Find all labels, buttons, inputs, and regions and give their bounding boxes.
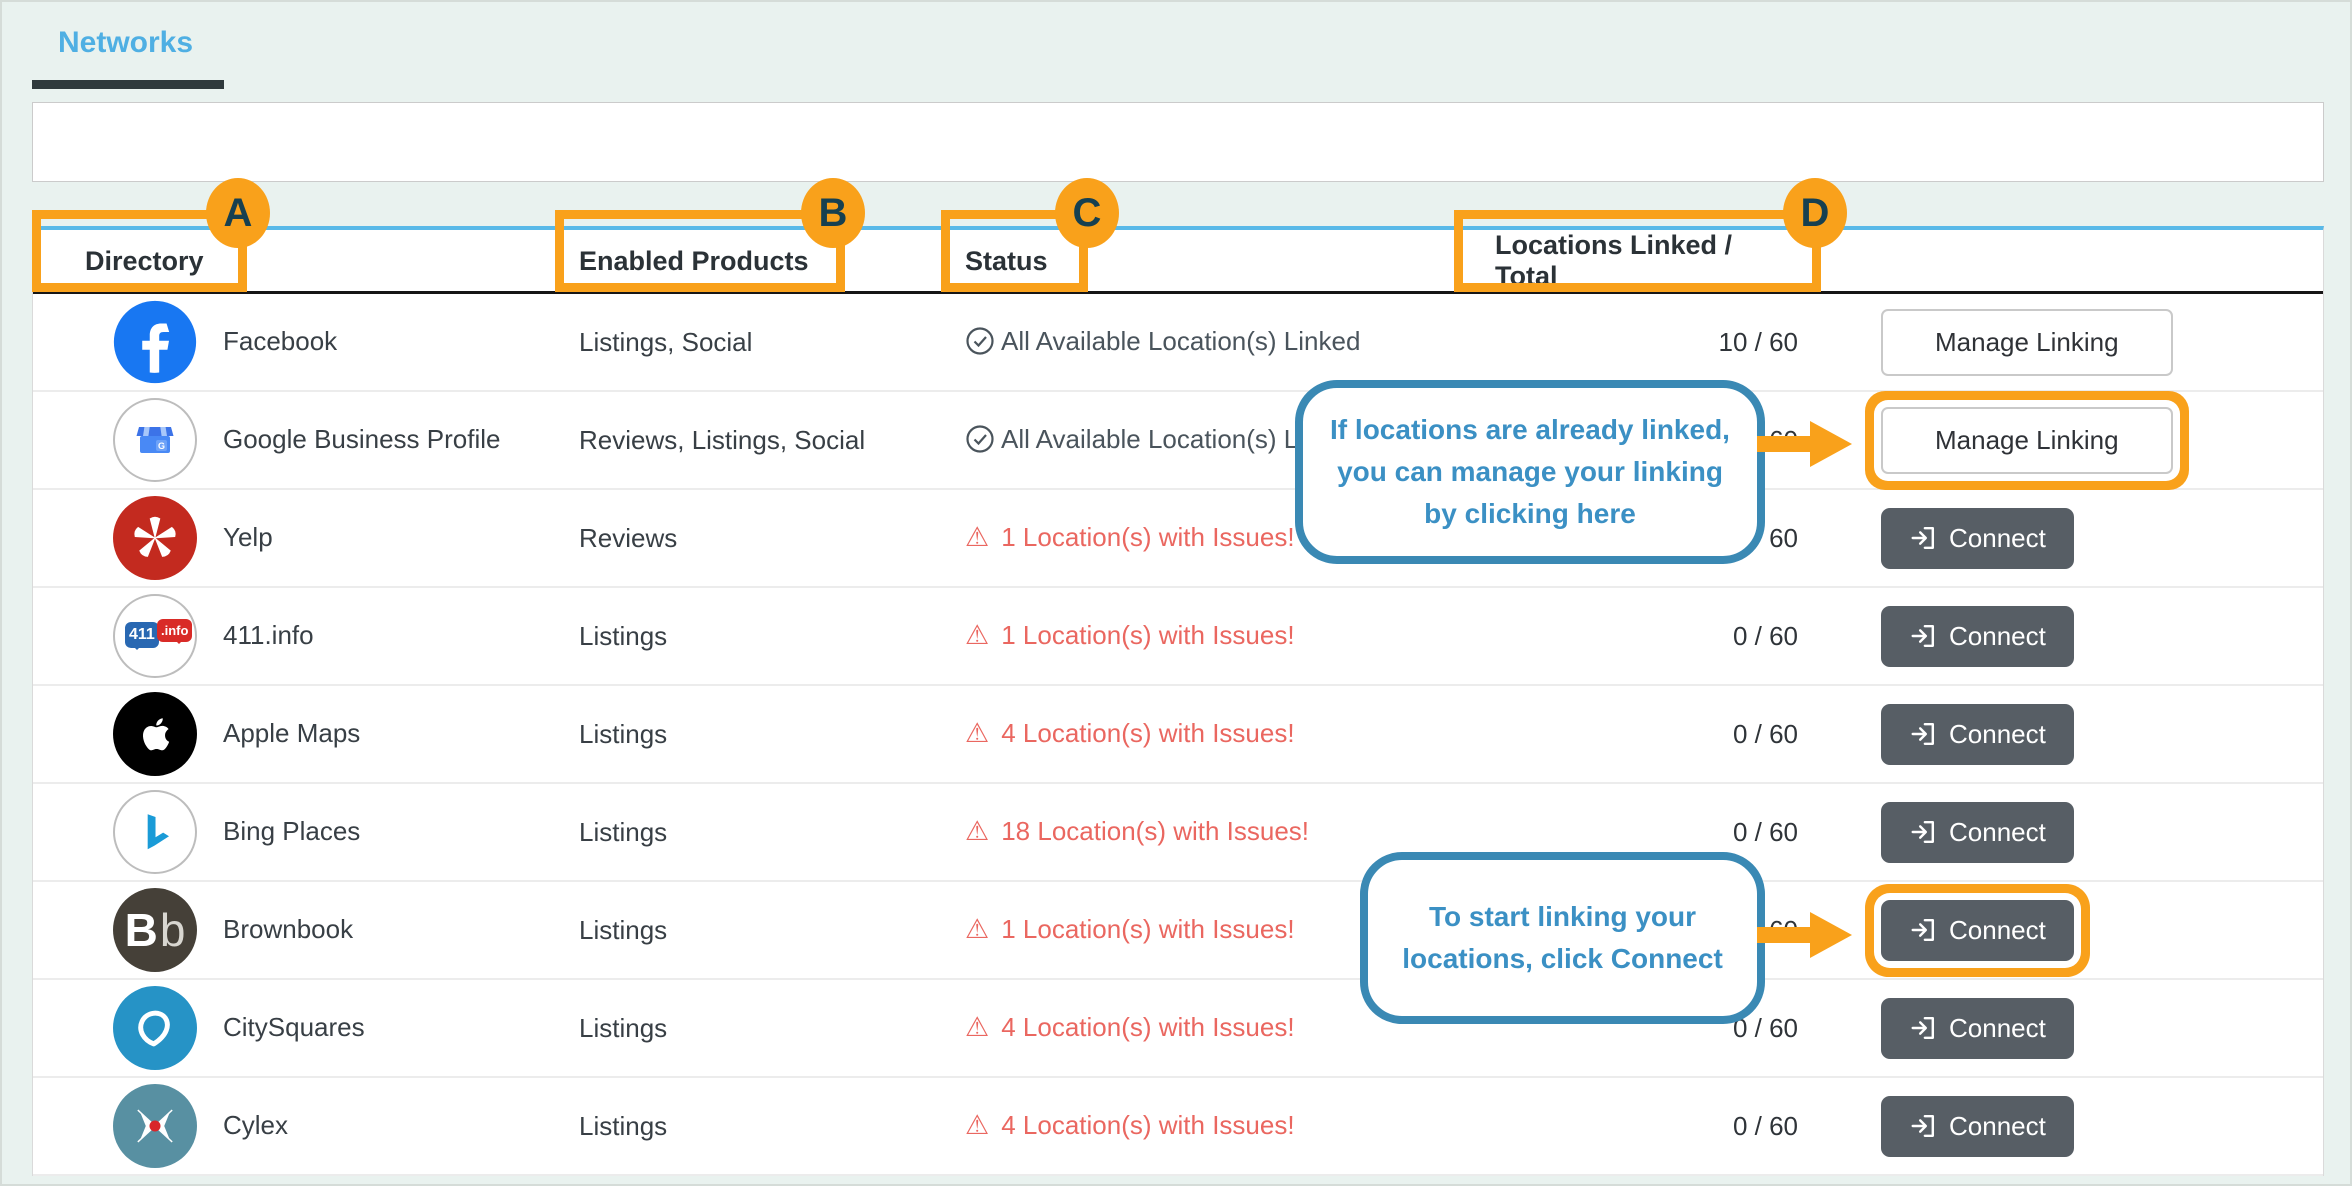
status-cell: All Available Location(s) Linked <box>965 421 1415 459</box>
cylex-icon <box>113 1084 197 1168</box>
networks-table: Directory Enabled Products Status Locati… <box>32 226 2324 1176</box>
enabled-products: Listings, Social <box>579 326 753 357</box>
sign-in-icon <box>1909 720 1937 748</box>
table-row: Cylex Listings ⚠ 4 Location(s) with Issue… <box>33 1078 2323 1176</box>
column-header-locations-linked: Locations Linked / Total <box>1495 230 1733 291</box>
connect-button[interactable]: Connect <box>1881 703 2074 765</box>
tab-active-underline <box>32 80 224 89</box>
facebook-icon <box>113 300 197 384</box>
status-text: 4 Location(s) with Issues! <box>1001 1012 1295 1043</box>
enabled-products: Listings <box>579 1110 668 1141</box>
status-text: All Available Location(s) Linked <box>1001 424 1361 455</box>
table-row: Yelp Reviews ⚠ 1 Location(s) with Issues!… <box>33 490 2323 588</box>
svg-text:G: G <box>158 441 165 451</box>
locations-linked-value: 0 / 60 <box>1732 816 1798 847</box>
locations-linked-value: 0 / 60 <box>1732 1012 1798 1043</box>
directory-name: Google Business Profile <box>223 424 501 455</box>
locations-linked-value: 0 / 60 <box>1732 914 1798 945</box>
status-cell: ⚠ 1 Location(s) with Issues! <box>965 518 1415 557</box>
directory-name: CitySquares <box>223 1012 365 1043</box>
table-row: G Google Business Profile Reviews, Listi… <box>33 392 2323 490</box>
status-text: All Available Location(s) Linked <box>1001 326 1361 357</box>
status-cell: ⚠ 18 Location(s) with Issues! <box>965 812 1415 851</box>
status-cell: ⚠ 4 Location(s) with Issues! <box>965 714 1415 753</box>
status-text: 4 Location(s) with Issues! <box>1001 1110 1295 1141</box>
connect-button[interactable]: Connect <box>1881 801 2074 863</box>
locations-linked-value: 10 / 60 <box>1718 424 1798 455</box>
toolbar <box>32 102 2324 182</box>
enabled-products: Reviews, Listings, Social <box>579 424 866 455</box>
check-circle-icon <box>965 424 995 454</box>
sign-in-icon <box>1909 524 1937 552</box>
sign-in-icon <box>1909 818 1937 846</box>
directory-name: Bing Places <box>223 816 361 847</box>
directory-name: Brownbook <box>223 914 354 945</box>
status-text: 18 Location(s) with Issues! <box>1001 816 1310 847</box>
tab-networks[interactable]: Networks <box>58 26 194 59</box>
connect-button[interactable]: Connect <box>1881 899 2074 961</box>
warning-icon: ⚠ <box>965 914 990 945</box>
manage-linking-button[interactable]: Manage Linking <box>1881 308 2173 376</box>
apple-maps-icon <box>113 692 197 776</box>
enabled-products: Listings <box>579 816 668 847</box>
enabled-products: Listings <box>579 1012 668 1043</box>
locations-linked-value: 0 / 60 <box>1732 620 1798 651</box>
warning-icon: ⚠ <box>965 1110 990 1141</box>
table-row: 411 .info 411.info Listings ⚠ 1 Location(s… <box>33 588 2323 686</box>
locations-linked-value: 0 / 60 <box>1732 522 1798 553</box>
connect-button[interactable]: Connect <box>1881 997 2074 1059</box>
locations-linked-value: 10 / 60 <box>1718 326 1798 357</box>
table-row: Bing Places Listings ⚠ 18 Location(s) wit… <box>33 784 2323 882</box>
warning-icon: ⚠ <box>965 718 990 749</box>
directory-name: Facebook <box>223 326 338 357</box>
google-business-icon: G <box>113 398 197 482</box>
enabled-products: Reviews <box>579 522 678 553</box>
status-cell: ⚠ 1 Location(s) with Issues! <box>965 616 1415 655</box>
check-circle-icon <box>965 326 995 356</box>
warning-icon: ⚠ <box>965 1012 990 1043</box>
citysquares-icon <box>113 986 197 1070</box>
table-header-row: Directory Enabled Products Status Locati… <box>33 230 2323 294</box>
table-row: CitySquares Listings ⚠ 4 Location(s) with… <box>33 980 2323 1078</box>
column-header-directory: Directory <box>85 245 204 276</box>
warning-icon: ⚠ <box>965 522 990 553</box>
directory-name: Apple Maps <box>223 718 361 749</box>
enabled-products: Listings <box>579 718 668 749</box>
directory-name: Cylex <box>223 1110 289 1141</box>
connect-button[interactable]: Connect <box>1881 605 2074 667</box>
status-cell: ⚠ 4 Location(s) with Issues! <box>965 1106 1415 1145</box>
sign-in-icon <box>1909 622 1937 650</box>
enabled-products: Listings <box>579 620 668 651</box>
status-text: 4 Location(s) with Issues! <box>1001 718 1295 749</box>
table-row: Facebook Listings, Social All Available … <box>33 294 2323 392</box>
connect-button[interactable]: Connect <box>1881 1095 2074 1157</box>
connect-button[interactable]: Connect <box>1881 507 2074 569</box>
status-text: 1 Location(s) with Issues! <box>1001 914 1295 945</box>
sign-in-icon <box>1909 916 1937 944</box>
status-cell: ⚠ 1 Location(s) with Issues! <box>965 910 1415 949</box>
directory-name: 411.info <box>223 620 314 651</box>
warning-icon: ⚠ <box>965 816 990 847</box>
table-row: Apple Maps Listings ⚠ 4 Location(s) with … <box>33 686 2323 784</box>
status-cell: ⚠ 4 Location(s) with Issues! <box>965 1008 1415 1047</box>
locations-linked-value: 0 / 60 <box>1732 718 1798 749</box>
warning-icon: ⚠ <box>965 620 990 651</box>
status-text: 1 Location(s) with Issues! <box>1001 620 1295 651</box>
directory-name: Yelp <box>223 522 273 553</box>
manage-linking-button[interactable]: Manage Linking <box>1881 406 2173 474</box>
enabled-products: Listings <box>579 914 668 945</box>
column-header-status: Status <box>965 245 1048 276</box>
status-cell: All Available Location(s) Linked <box>965 323 1415 361</box>
column-header-enabled-products: Enabled Products <box>579 245 809 276</box>
bing-places-icon <box>113 790 197 874</box>
411-info-icon: 411 .info <box>113 594 197 678</box>
sign-in-icon <box>1909 1014 1937 1042</box>
status-text: 1 Location(s) with Issues! <box>1001 522 1295 553</box>
yelp-icon <box>113 496 197 580</box>
sign-in-icon <box>1909 1112 1937 1140</box>
locations-linked-value: 0 / 60 <box>1732 1110 1798 1141</box>
